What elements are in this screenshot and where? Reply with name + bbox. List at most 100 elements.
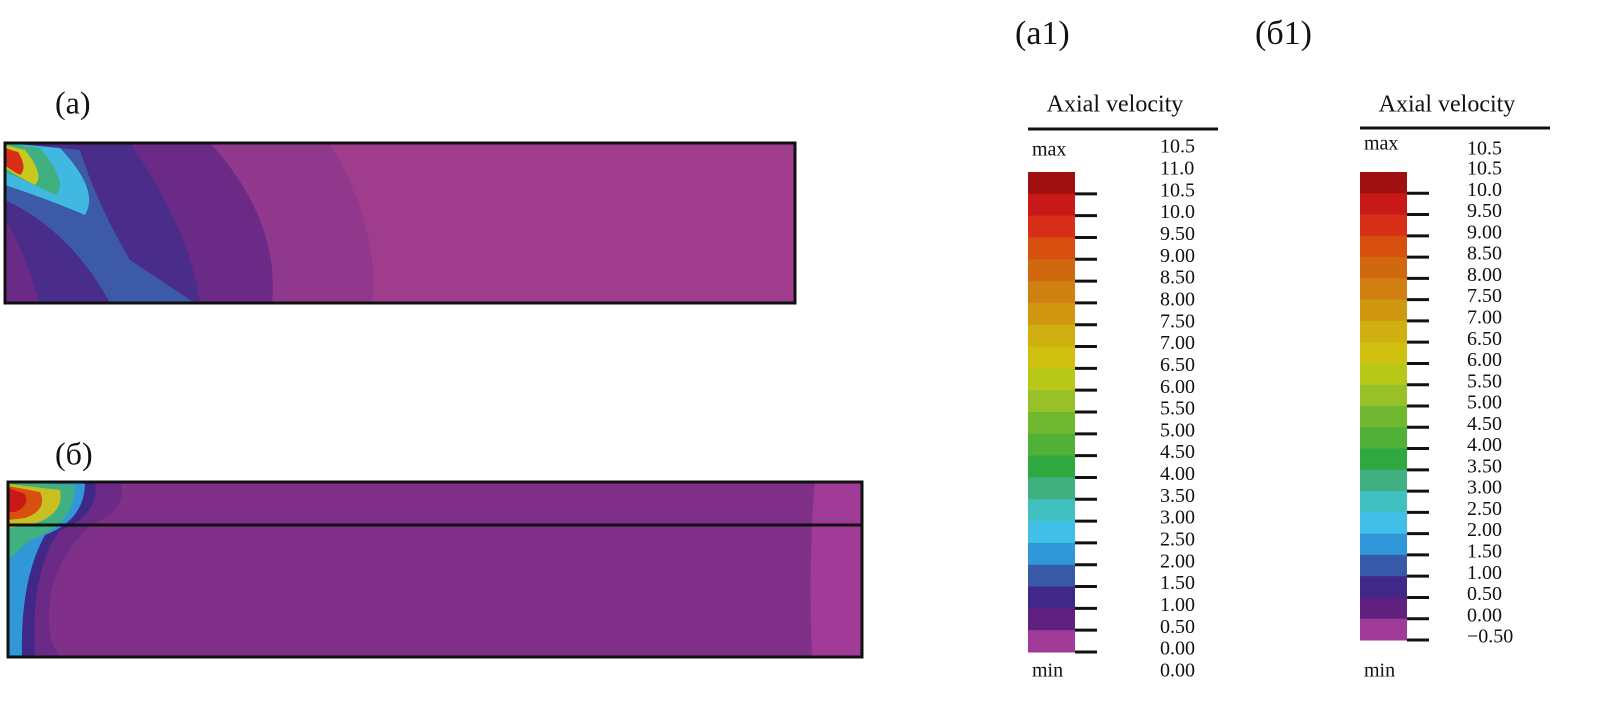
tick-label: 6.00 (1160, 376, 1195, 398)
color-band (1360, 278, 1407, 301)
color-band (1028, 521, 1075, 544)
tick-label: 5.50 (1467, 370, 1502, 392)
color-band (1360, 491, 1407, 513)
tick-label: 11.0 (1160, 158, 1194, 180)
plot-frame (3, 141, 797, 305)
color-band (1360, 257, 1407, 279)
tick-label: 2.50 (1467, 498, 1502, 520)
color-band (1360, 533, 1407, 556)
tick-label: 0.00 (1160, 638, 1195, 660)
color-band (1028, 499, 1075, 522)
color-band (1028, 215, 1075, 238)
tick-label: 8.50 (1160, 267, 1195, 289)
min-label: min (1364, 660, 1395, 682)
color-band (1028, 324, 1075, 348)
color-band (1028, 477, 1075, 500)
panel-label: (б) (55, 435, 93, 471)
tick-label: 9.00 (1160, 245, 1195, 267)
contour (5, 148, 24, 175)
color-band (1360, 235, 1407, 258)
tick-label: 4.50 (1467, 413, 1502, 435)
legend-heading: (a1) (1015, 15, 1070, 52)
color-band (1028, 346, 1075, 369)
color-band (1360, 448, 1407, 471)
contour-plot-b (6, 480, 864, 659)
contour (8, 488, 27, 512)
tick-label: 4.00 (1160, 463, 1195, 485)
tick-label: 10.5 (1160, 179, 1195, 201)
tick-label: 4.00 (1467, 434, 1502, 456)
tick-label: 1.50 (1160, 572, 1195, 594)
color-band (1028, 542, 1075, 566)
color-band (1360, 427, 1407, 450)
color-band (1028, 368, 1075, 391)
tick-label: 3.50 (1160, 485, 1195, 507)
tick-label: 1.00 (1467, 562, 1502, 584)
tick-label: 6.50 (1160, 354, 1195, 376)
color-band (1360, 193, 1407, 216)
color-band (1028, 302, 1075, 326)
color-band (1028, 259, 1075, 282)
contour (810, 482, 862, 657)
tick-label: 4.50 (1160, 441, 1195, 463)
color-band (1360, 299, 1407, 322)
tick-label: 8.50 (1467, 243, 1502, 265)
tick-label: 6.00 (1467, 349, 1502, 371)
legend-heading: (б1) (1255, 15, 1312, 52)
color-band (1360, 363, 1407, 386)
tick-label: 9.50 (1467, 200, 1502, 222)
tick-label: 9.50 (1160, 223, 1195, 245)
color-band (1360, 469, 1407, 492)
color-band (1360, 320, 1407, 343)
color-band (1028, 237, 1075, 260)
tick-label: 7.50 (1160, 310, 1195, 332)
color-band (1360, 597, 1407, 620)
tick-label: 10.0 (1160, 201, 1195, 223)
tick-label: 8.00 (1467, 264, 1502, 286)
tick-label: 10.0 (1467, 179, 1502, 201)
tick-label: 5.50 (1160, 398, 1195, 420)
color-band (1360, 554, 1407, 577)
tick-label: 1.50 (1467, 541, 1502, 563)
tick-label: 7.50 (1467, 285, 1502, 307)
color-band (1028, 172, 1075, 195)
color-band (1360, 384, 1407, 407)
color-band (1028, 433, 1075, 457)
tick-label: 6.50 (1467, 328, 1502, 350)
tick-label: 9.00 (1467, 221, 1502, 243)
tick-label: 3.50 (1467, 455, 1502, 477)
tick-label: 0.50 (1160, 616, 1195, 638)
tick-label: 1.00 (1160, 594, 1195, 616)
color-band (1028, 455, 1075, 478)
color-band (1028, 608, 1075, 631)
min-value: 0.00 (1160, 660, 1195, 682)
color-band (1028, 586, 1075, 609)
max-label: max (1364, 133, 1398, 155)
color-band (1360, 342, 1407, 364)
tick-label: 0.50 (1467, 583, 1502, 605)
panel-label: (a) (55, 84, 91, 120)
color-band (1360, 618, 1407, 641)
max-value: 10.5 (1467, 138, 1502, 160)
legend-title: Axial velocity (1379, 92, 1516, 118)
tick-label: 10.5 (1467, 158, 1502, 180)
tick-label: 5.00 (1467, 392, 1502, 414)
tick-label: 2.50 (1160, 529, 1195, 551)
tick-label: 2.00 (1467, 519, 1502, 541)
plot-background (8, 482, 862, 657)
color-band (1028, 193, 1075, 217)
color-band (1360, 214, 1407, 237)
color-band (1360, 512, 1407, 535)
color-band (1028, 281, 1075, 304)
tick-label: 7.00 (1467, 307, 1502, 329)
color-band (1028, 564, 1075, 588)
color-band (1360, 406, 1407, 428)
tick-label: 2.00 (1160, 550, 1195, 572)
contour-plot-a (3, 141, 797, 305)
legend-title: Axial velocity (1047, 92, 1184, 118)
tick-label: 5.00 (1160, 419, 1195, 441)
plot-frame (6, 480, 864, 659)
tick-label: 7.00 (1160, 332, 1195, 354)
